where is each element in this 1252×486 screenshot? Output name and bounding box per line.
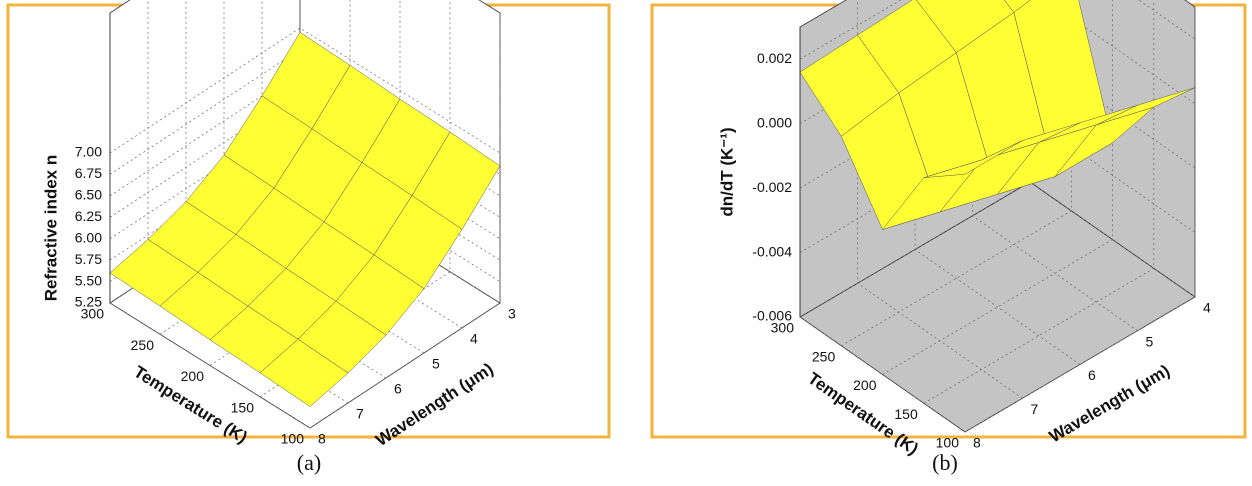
y-tick-label: 250: [812, 348, 836, 364]
grid-line: [109, 91, 501, 218]
y-tick-label: 100: [281, 431, 305, 447]
x-tick-label: 7: [1031, 401, 1039, 417]
z-tick-label: 0.002: [757, 50, 792, 66]
z-tick-label: -0.004: [752, 243, 792, 259]
grid-line: [109, 27, 501, 154]
z-tick-label: -0.006: [752, 308, 792, 324]
x-tick-label: 5: [432, 356, 440, 372]
z-tick-label: 6.25: [75, 208, 102, 224]
z-tick-label: 6.75: [75, 165, 102, 181]
grid-line: [799, 0, 1196, 125]
y-tick-label: 300: [81, 306, 105, 322]
x-tick-label: 6: [1088, 367, 1096, 383]
grid-line: [914, 0, 1081, 365]
y-tick-label: 200: [181, 368, 205, 384]
x-tick-label: 8: [318, 431, 326, 447]
grid-line: [109, 113, 501, 239]
x-tick-label: 6: [394, 381, 402, 397]
x-tick-label: 4: [1203, 300, 1211, 316]
z-tick-label: 7.00: [75, 144, 102, 160]
z-axis-title: dn/dT (K⁻¹): [717, 127, 736, 216]
z-tick-label: 6.50: [75, 187, 102, 203]
y-tick-label: 200: [853, 377, 877, 393]
z-tick-label: 6.00: [75, 229, 102, 245]
z-tick-label: -0.002: [752, 179, 792, 195]
z-tick-label: 5.25: [75, 294, 102, 310]
x-tick-label: 4: [470, 331, 478, 347]
x-tick-label: 7: [356, 406, 364, 422]
grid-line: [109, 48, 501, 175]
grid-line: [857, 0, 1023, 399]
surface-patch: [923, 140, 1023, 178]
surface-patch: [259, 338, 349, 407]
z-tick-label: 5.75: [75, 251, 102, 267]
x-tick-label: 5: [1146, 333, 1154, 349]
z-axis-title: Refractive index n: [41, 155, 60, 301]
surface-patch: [1004, 0, 1031, 13]
x-tick-label: 8: [973, 435, 981, 451]
y-tick-label: 100: [936, 435, 960, 451]
caption: (b): [932, 450, 958, 475]
y-tick-label: 150: [231, 399, 255, 415]
y-tick-label: 150: [894, 406, 918, 422]
z-tick-label: 0.000: [757, 114, 792, 130]
grid-line: [109, 70, 501, 197]
grid-line: [972, 0, 1138, 332]
grid-line: [799, 0, 1196, 60]
y-tick-label: 250: [131, 337, 155, 353]
y-tick-label: 300: [771, 320, 795, 336]
x-tick-label: 3: [508, 306, 516, 322]
grid-line: [309, 13, 501, 429]
caption: (a): [297, 450, 321, 475]
z-tick-label: 5.50: [75, 272, 102, 288]
